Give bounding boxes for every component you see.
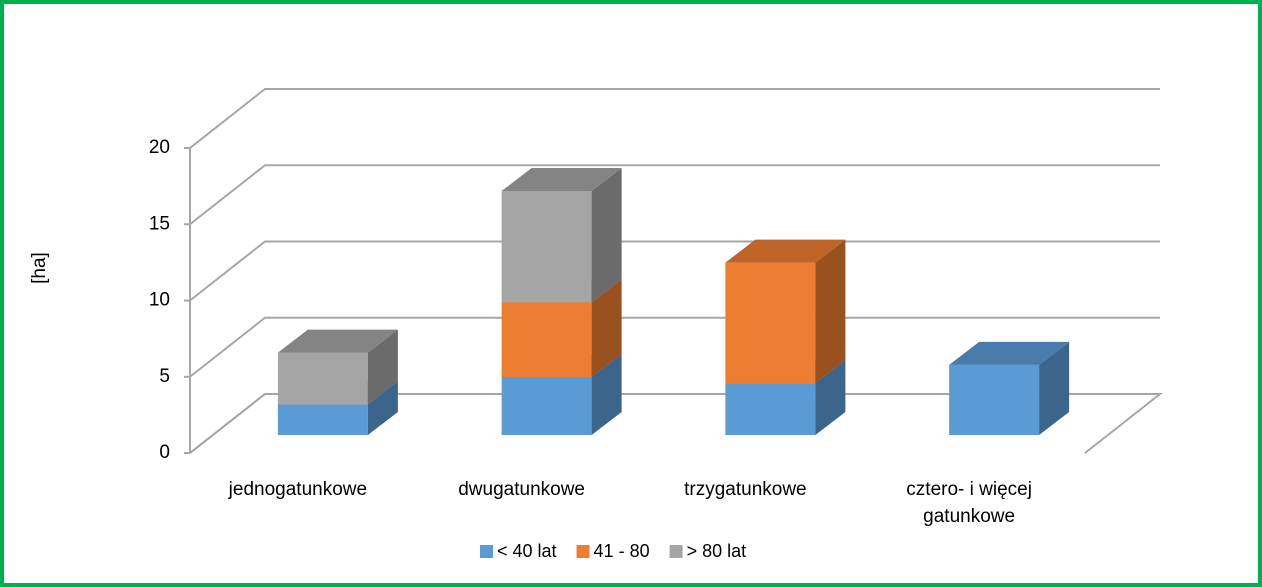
y-axis-title: [ha] <box>29 252 50 284</box>
bar-side <box>815 360 846 435</box>
bar-side <box>591 168 622 303</box>
bar-front <box>277 404 368 435</box>
grid-line <box>189 316 1160 378</box>
bar-top <box>725 239 846 263</box>
bar-front <box>277 352 368 405</box>
legend-swatch <box>576 545 590 558</box>
bar-front <box>501 377 592 435</box>
bar-top <box>277 329 398 353</box>
bar-front <box>501 302 592 378</box>
bar <box>949 341 1070 435</box>
grid-line <box>189 88 1160 149</box>
bar-front <box>949 364 1040 435</box>
bar-side <box>591 279 622 378</box>
bar-side <box>367 329 398 405</box>
bar-side <box>367 381 398 435</box>
bar-side <box>815 239 846 384</box>
y-tick-label: 20 <box>149 137 170 158</box>
y-tick-label: 5 <box>159 366 170 387</box>
y-tick-label: 15 <box>149 213 170 234</box>
y-tick-label: 10 <box>149 290 170 311</box>
bar <box>277 329 398 405</box>
bar-front <box>501 191 592 303</box>
grid-line <box>189 164 1160 226</box>
legend-swatch <box>480 545 493 558</box>
x-tick-label: trzygatunkowe <box>684 479 807 500</box>
legend-label: > 80 lat <box>687 541 747 561</box>
legend-label: < 40 lat <box>497 541 557 561</box>
bar <box>725 239 846 384</box>
bar-top <box>501 168 622 191</box>
x-tick-label: jednogatunkowe <box>228 479 368 500</box>
bar-top <box>949 341 1070 365</box>
bar-side <box>591 354 622 435</box>
legend-label: 41 - 80 <box>594 541 650 561</box>
grid-line <box>189 240 1160 302</box>
bar-front <box>725 383 816 435</box>
bar-front <box>725 262 816 384</box>
legend-swatch <box>669 545 683 558</box>
bar-side <box>1039 341 1070 435</box>
grid-line <box>189 393 1160 454</box>
x-tick-label: dwugatunkowe <box>458 479 585 500</box>
bar <box>501 168 622 303</box>
y-tick-label: 0 <box>159 442 170 463</box>
x-tick-label: cztero- i więcej gatunkowe <box>906 479 1032 527</box>
